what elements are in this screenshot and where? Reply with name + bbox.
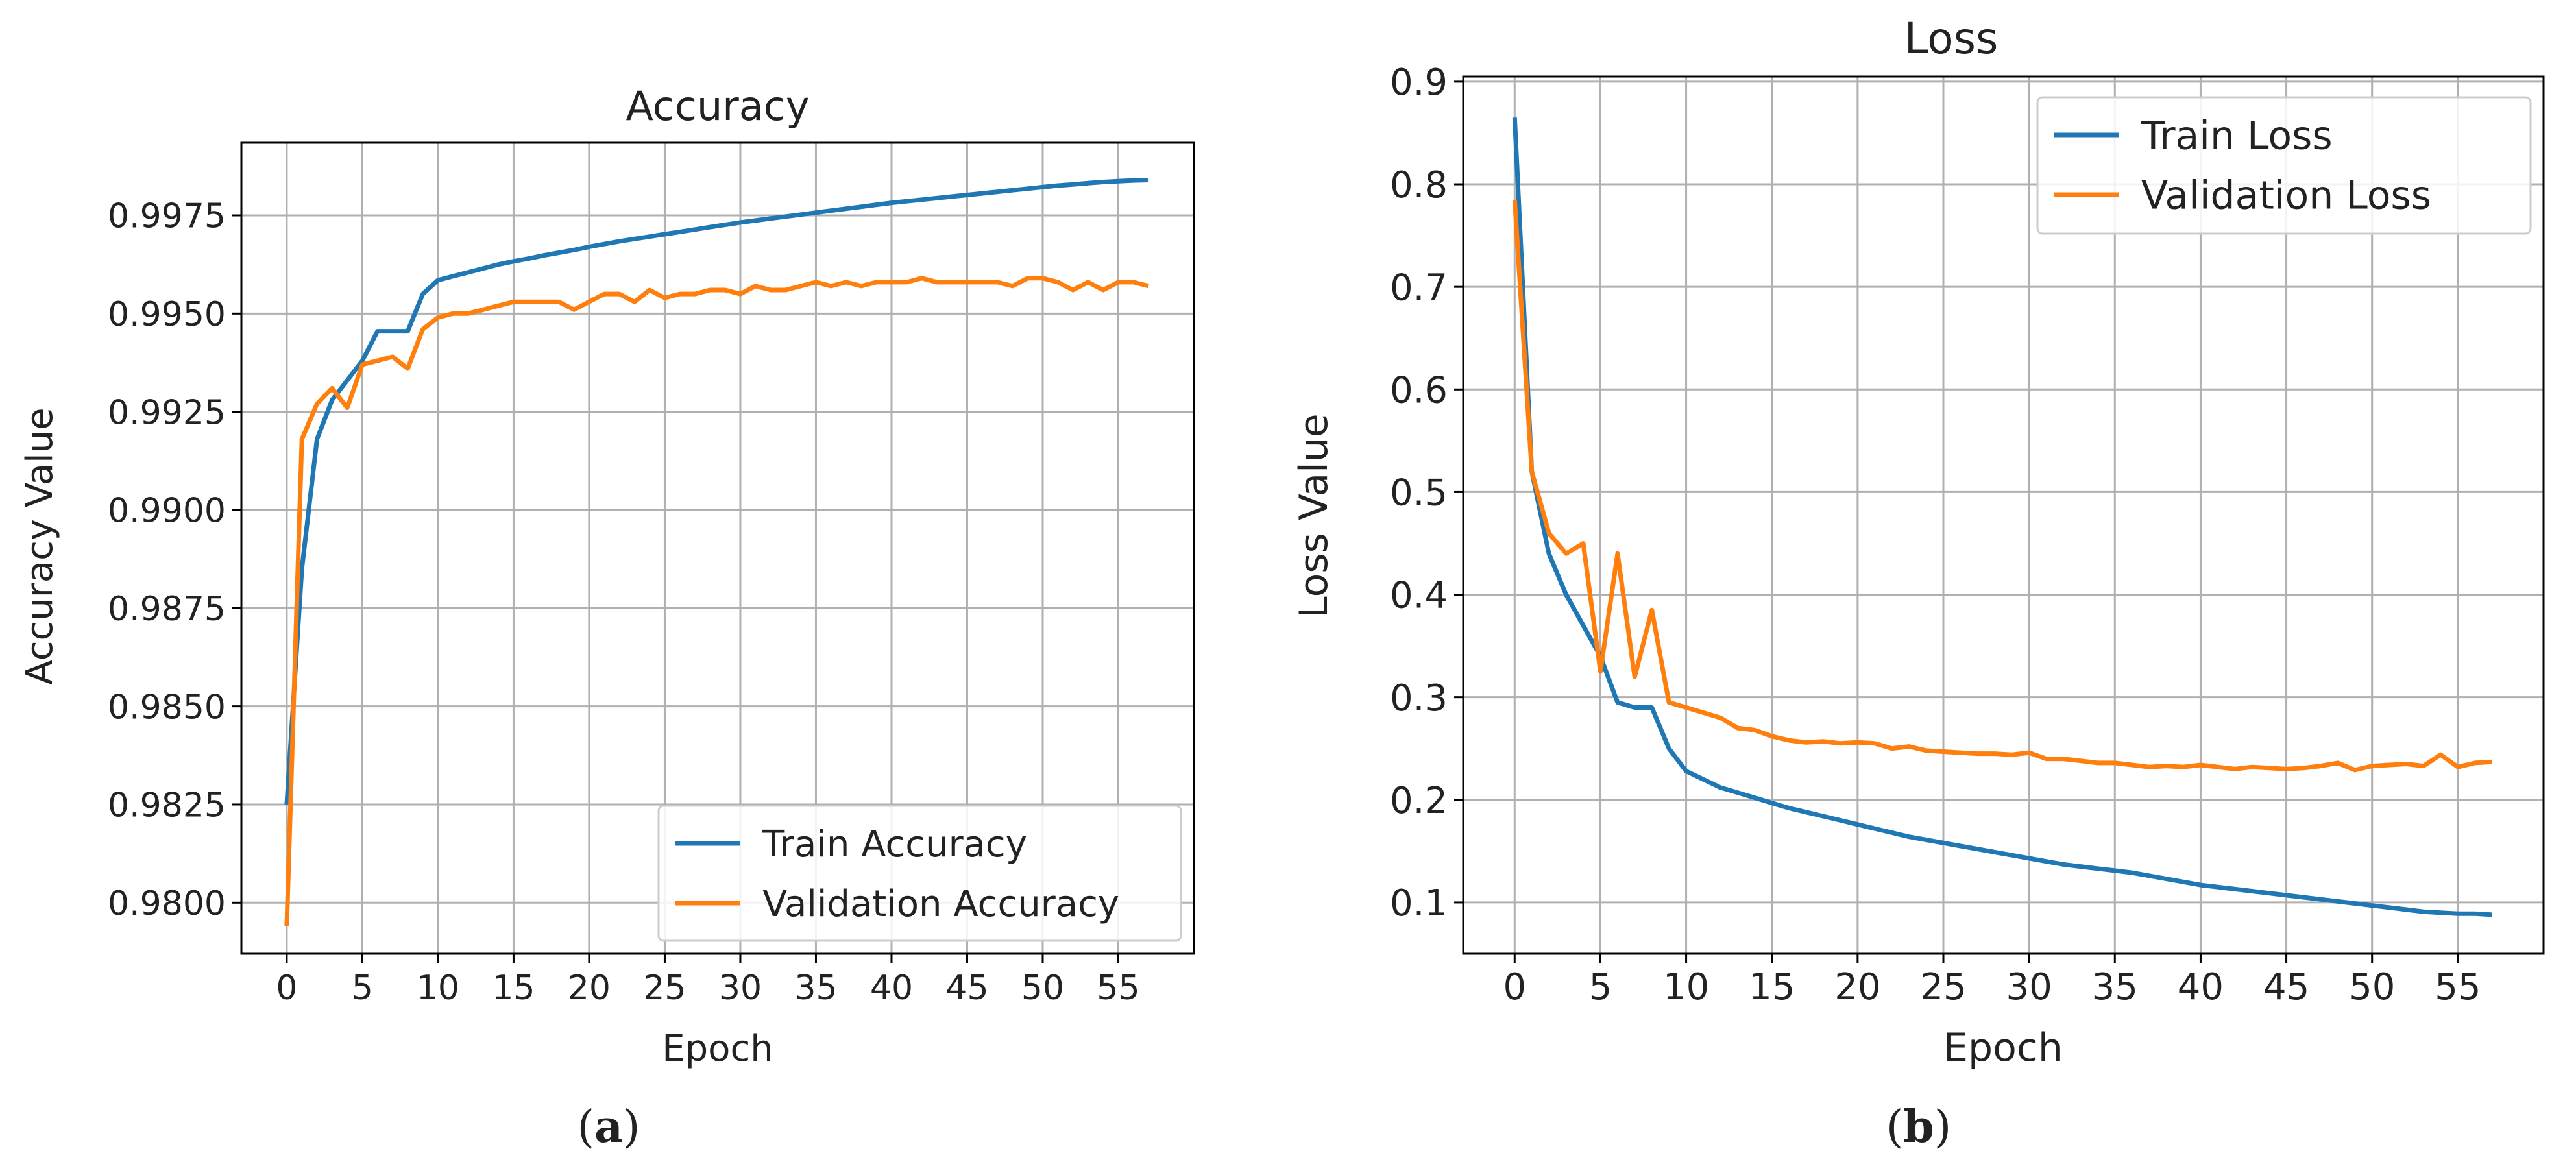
accuracy-ytick-label: 0.9900 — [108, 492, 226, 531]
validation-loss-line — [1512, 199, 2492, 773]
loss-ytick-label: 0.5 — [1390, 472, 1448, 514]
loss-xtick-label: 30 — [2006, 966, 2052, 1008]
loss-ytick-label: 0.4 — [1390, 575, 1448, 617]
accuracy-legend: Train Accuracy Validation Accuracy — [657, 805, 1182, 942]
accuracy-chart-caption: (a) — [577, 1101, 640, 1153]
loss-xtick-label: 5 — [1589, 966, 1612, 1008]
loss-chart-title: Loss — [1904, 14, 1999, 64]
loss-ytick-label: 0.9 — [1390, 62, 1448, 104]
accuracy-xtick-label: 50 — [1021, 969, 1064, 1008]
validation-loss-legend-label: Validation Loss — [2141, 173, 2431, 219]
accuracy-ytick-label: 0.9800 — [108, 884, 226, 923]
accuracy-chart-title: Accuracy — [626, 82, 809, 130]
train-accuracy-legend-label: Train Accuracy — [762, 823, 1027, 865]
train-loss-legend-label: Train Loss — [2141, 114, 2333, 159]
loss-chart-ylabel: Loss Value — [1291, 413, 1337, 618]
accuracy-ytick-label: 0.9875 — [108, 590, 226, 629]
loss-xtick-label: 0 — [1503, 966, 1526, 1008]
accuracy-xtick-label: 30 — [719, 969, 762, 1008]
loss-ytick-label: 0.7 — [1390, 267, 1448, 309]
accuracy-ytick-label: 0.9925 — [108, 393, 226, 432]
accuracy-xtick-label: 40 — [870, 969, 913, 1008]
loss-chart-caption: (b) — [1886, 1101, 1952, 1153]
accuracy-axes-frame — [240, 141, 1195, 955]
loss-legend-box — [2036, 96, 2532, 235]
accuracy-xtick-label: 0 — [276, 969, 297, 1008]
loss-xtick-label: 15 — [1749, 966, 1795, 1008]
loss-chart: 0 5 10 15 20 25 30 35 40 45 50 55 0.1 0.2 0.3 0.4 0.5 0.6… — [1291, 14, 2545, 1153]
accuracy-ytick-label: 0.9950 — [108, 295, 226, 334]
accuracy-chart: 0 5 10 15 20 25 30 35 40 45 50 55 0.9800 0.9825 0.9850… — [19, 82, 1195, 1153]
loss-xtick-label: 55 — [2435, 966, 2481, 1008]
accuracy-plot-area: 0 5 10 15 20 25 30 35 40 45 50 55 0.9800 0.9825 0.9850… — [108, 141, 1195, 1008]
loss-legend: Train Loss Validation Loss — [2036, 96, 2532, 235]
accuracy-xtick-label: 15 — [492, 969, 535, 1008]
loss-ytick-label: 0.3 — [1390, 677, 1448, 720]
accuracy-ytick-label: 0.9825 — [108, 786, 226, 825]
validation-accuracy-line — [284, 276, 1149, 926]
accuracy-xtick-label: 25 — [643, 969, 686, 1008]
loss-xtick-label: 10 — [1663, 966, 1709, 1008]
loss-ytick-label: 0.1 — [1390, 882, 1448, 925]
accuracy-xtick-label: 20 — [568, 969, 611, 1008]
loss-plot-area: 0 5 10 15 20 25 30 35 40 45 50 55 0.1 0.2 0.3 0.4 0.5 0.6… — [1390, 62, 2545, 1008]
accuracy-ytick-label: 0.9975 — [108, 197, 226, 236]
accuracy-xtick-label: 35 — [794, 969, 837, 1008]
train-loss-line — [1512, 117, 2492, 917]
validation-accuracy-legend-label: Validation Accuracy — [762, 883, 1119, 925]
loss-ytick-label: 0.8 — [1390, 164, 1448, 206]
loss-xtick-label: 20 — [1834, 966, 1880, 1008]
accuracy-xtick-label: 10 — [417, 969, 459, 1008]
loss-axes-frame — [1462, 75, 2545, 955]
train-accuracy-line — [284, 178, 1149, 805]
loss-caption-letter: b — [1903, 1101, 1934, 1153]
accuracy-legend-box — [657, 805, 1182, 942]
accuracy-ytick-label: 0.9850 — [108, 688, 226, 727]
accuracy-xtick-label: 55 — [1097, 969, 1139, 1008]
loss-xtick-label: 35 — [2092, 966, 2138, 1008]
accuracy-xtick-label: 45 — [945, 969, 988, 1008]
accuracy-xtick-label: 5 — [352, 969, 373, 1008]
loss-xtick-label: 50 — [2349, 966, 2395, 1008]
accuracy-chart-xlabel: Epoch — [662, 1028, 773, 1070]
loss-ytick-label: 0.2 — [1390, 780, 1448, 822]
loss-xtick-label: 25 — [1920, 966, 1966, 1008]
loss-xtick-label: 45 — [2263, 966, 2309, 1008]
accuracy-chart-ylabel: Accuracy Value — [19, 407, 61, 684]
loss-chart-xlabel: Epoch — [1943, 1025, 2063, 1071]
loss-xtick-label: 40 — [2178, 966, 2224, 1008]
loss-ytick-label: 0.6 — [1390, 369, 1448, 411]
accuracy-caption-letter: a — [594, 1101, 623, 1153]
